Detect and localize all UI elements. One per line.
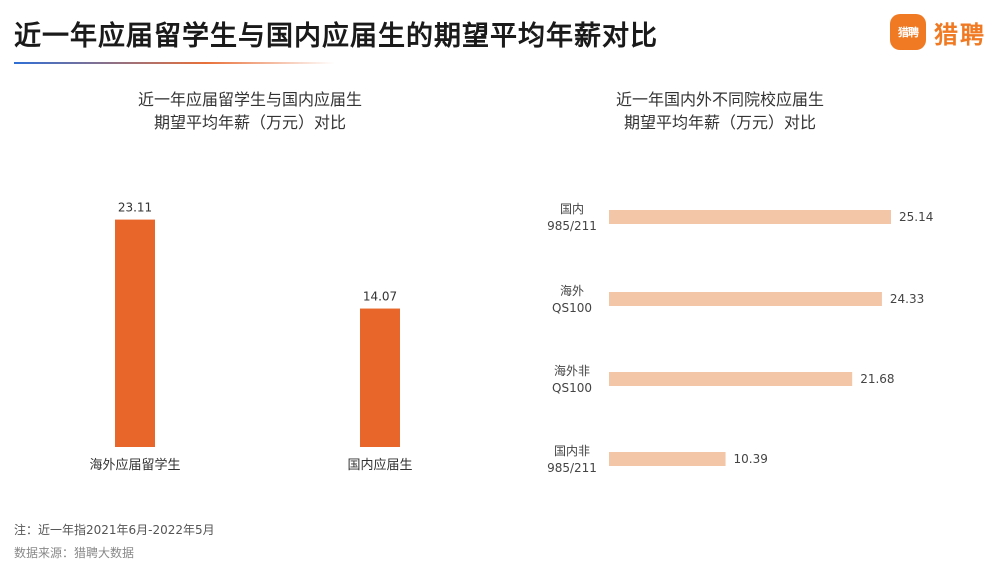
logo-text: 猎聘 [934, 20, 986, 49]
category-label: 国内 [560, 202, 584, 216]
hbar-value-label: 24.33 [890, 292, 924, 306]
right-chart-title-line1: 近一年国内外不同院校应届生 [615, 90, 824, 109]
bar-2 [360, 308, 400, 447]
footnote: 注：近一年指2021年6月-2022年5月 [14, 523, 215, 537]
left-chart-title-line2: 期望平均年薪（万元）对比 [153, 113, 346, 132]
category-label: 国内非 [554, 444, 590, 458]
left-chart-title: 近一年应届留学生与国内应届生 期望平均年薪（万元）对比 [60, 88, 440, 134]
category-label-sub: 985/211 [547, 461, 597, 475]
bar-1 [115, 219, 155, 447]
hbar-value-label: 10.39 [734, 452, 768, 466]
category-label: 海外应届留学生 [89, 457, 180, 473]
category-label-sub: QS100 [552, 301, 592, 315]
hbar-value-label: 21.68 [860, 372, 894, 386]
right-bar-chart: 25.14 国内 985/211 24.33 海外 QS100 21.68 海外非 QS100 1… [547, 202, 933, 475]
hbar-1 [609, 210, 891, 224]
category-label-sub: QS100 [552, 381, 592, 395]
category-label: 国内应届生 [347, 457, 412, 473]
bar-value-label: 23.11 [118, 201, 152, 215]
category-label-sub: 985/211 [547, 219, 597, 233]
title-underline [14, 62, 334, 64]
right-chart-title-line2: 期望平均年薪（万元）对比 [623, 113, 816, 132]
left-bar-chart: 23.11 海外应届留学生 14.07 国内应届生 [89, 201, 412, 473]
left-chart-title-line1: 近一年应届留学生与国内应届生 [137, 90, 362, 109]
logo-icon: 猎聘 [890, 14, 926, 50]
category-label: 海外非 [554, 363, 590, 378]
page-title: 近一年应届留学生与国内应届生的期望平均年薪对比 [14, 21, 658, 52]
hbar-value-label: 25.14 [899, 210, 933, 224]
hbar-2 [609, 292, 882, 306]
data-source: 数据来源：猎聘大数据 [14, 546, 135, 560]
bar-value-label: 14.07 [363, 290, 397, 304]
brand-logo: 猎聘 猎聘 [890, 14, 986, 50]
category-label: 海外 [560, 283, 584, 298]
hbar-4 [609, 452, 726, 466]
hbar-3 [609, 372, 853, 386]
right-chart-title: 近一年国内外不同院校应届生 期望平均年薪（万元）对比 [520, 88, 920, 134]
